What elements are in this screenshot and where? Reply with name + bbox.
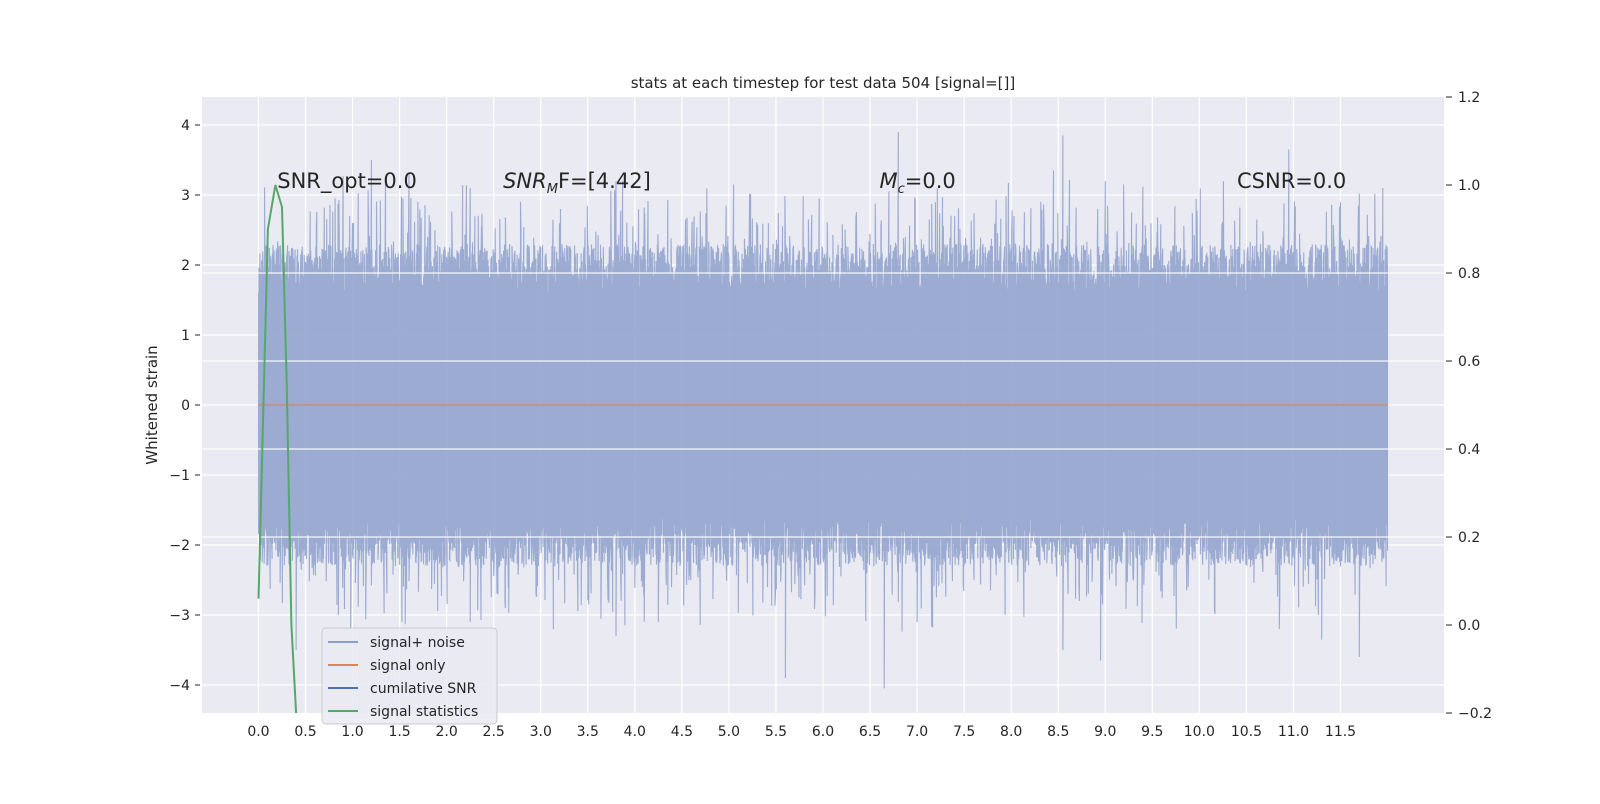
y-tick-label-right: 0.0 <box>1458 618 1480 634</box>
annotation-layer: SNR_opt=0.0 SNRMF=[4.42] Mc=0.0 CSNR=0.0 <box>277 169 1346 197</box>
x-tick-label: 2.5 <box>483 724 505 740</box>
y-tick-label-left: −3 <box>169 608 190 624</box>
x-tick-label: 4.0 <box>624 724 646 740</box>
series-signal-plus-noise <box>257 131 1389 689</box>
legend-box <box>321 627 498 725</box>
annotation: CSNR=0.0 <box>1237 169 1346 193</box>
y-axis-label-left: Whitened strain <box>143 345 161 464</box>
x-tick-label: 1.5 <box>388 724 410 740</box>
annotation: SNR_opt=0.0 <box>277 169 417 194</box>
noise-layer <box>202 131 1444 689</box>
y-tick-label-left: −4 <box>169 678 190 694</box>
legend: signal+ noise signal only cumilative SNR si… <box>321 627 498 725</box>
x-tick-label: 9.0 <box>1094 724 1116 740</box>
legend-label: cumilative SNR <box>370 681 477 697</box>
chart-title: stats at each timestep for test data 504… <box>631 74 1016 92</box>
y-tick-label-right: −0.2 <box>1458 706 1492 722</box>
legend-label: signal only <box>370 658 445 674</box>
x-tick-label: 3.5 <box>577 724 599 740</box>
x-tick-label: 4.5 <box>671 724 693 740</box>
y-tick-label-left: 4 <box>181 118 190 134</box>
y-tick-label-left: −1 <box>169 468 190 484</box>
ticks-layer: 0.0 0.5 1.0 1.5 2.0 2.5 3.0 3.5 4.0 4.5 5.0 5.5 6.0 6… <box>169 90 1492 740</box>
y-tick-label-right: 1.0 <box>1458 178 1480 194</box>
x-tick-label: 6.0 <box>812 724 834 740</box>
y-tick-label-left: 0 <box>181 398 190 414</box>
x-tick-label: 9.5 <box>1141 724 1163 740</box>
y-tick-label-right: 0.6 <box>1458 354 1480 370</box>
annotation: Mc=0.0 <box>879 169 955 197</box>
x-tick-label: 7.0 <box>906 724 928 740</box>
series-layer <box>257 184 1388 714</box>
x-tick-label: 0.5 <box>294 724 316 740</box>
x-tick-label: 3.0 <box>530 724 552 740</box>
x-tick-label: 10.5 <box>1231 724 1262 740</box>
x-tick-label: 8.0 <box>1000 724 1022 740</box>
x-tick-label: 5.0 <box>718 724 740 740</box>
x-tick-label: 8.5 <box>1047 724 1069 740</box>
x-tick-label: 11.0 <box>1278 724 1309 740</box>
y-tick-label-right: 0.2 <box>1458 530 1480 546</box>
annotation: SNRMF=[4.42] <box>503 169 651 197</box>
x-tick-label: 2.0 <box>436 724 458 740</box>
series-signal-statistics <box>257 184 298 714</box>
legend-label: signal statistics <box>370 704 478 720</box>
x-tick-label: 6.5 <box>859 724 881 740</box>
x-tick-label: 7.5 <box>953 724 975 740</box>
y-tick-label-left: 2 <box>181 258 190 274</box>
legend-label: signal+ noise <box>370 635 465 651</box>
y-tick-label-left: 3 <box>181 188 190 204</box>
y-tick-label-left: −2 <box>169 538 190 554</box>
y-tick-label-right: 0.8 <box>1458 266 1480 282</box>
y-tick-label-right: 1.2 <box>1458 90 1480 106</box>
x-tick-label: 0.0 <box>247 724 269 740</box>
x-tick-label: 1.0 <box>341 724 363 740</box>
y-tick-label-left: 1 <box>181 328 190 344</box>
x-tick-label: 10.0 <box>1184 724 1215 740</box>
y-tick-label-right: 0.4 <box>1458 442 1480 458</box>
x-tick-label: 11.5 <box>1325 724 1356 740</box>
x-tick-label: 5.5 <box>765 724 787 740</box>
